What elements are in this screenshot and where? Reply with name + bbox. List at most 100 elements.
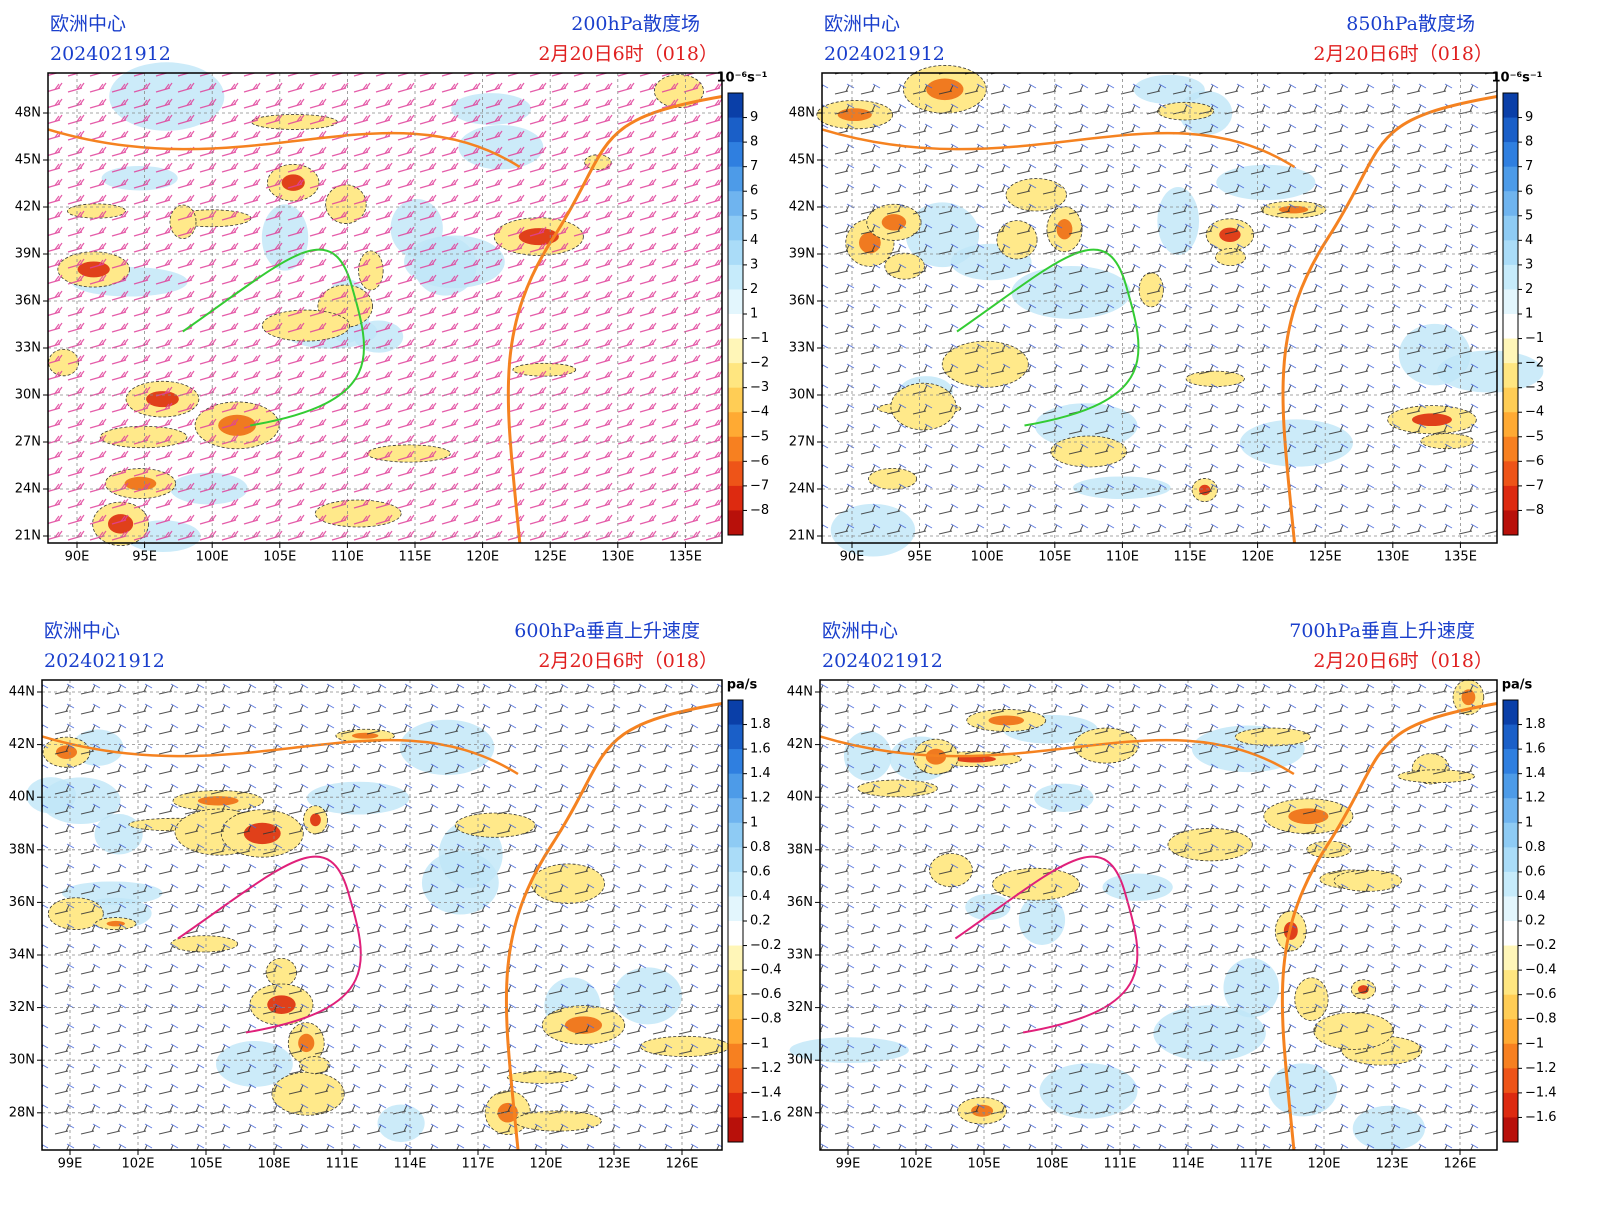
colorbar-segment — [728, 485, 743, 511]
x-tick-label: 120E — [529, 1157, 562, 1172]
colorbar-label: 0.6 — [1525, 864, 1546, 879]
map-frame — [41, 679, 723, 1151]
colorbar-label: 1.8 — [1525, 717, 1546, 732]
colorbar-segment — [728, 215, 743, 241]
colorbar-label: −1 — [1525, 1036, 1544, 1051]
colorbar-segment — [1503, 363, 1518, 389]
colorbar-segment — [728, 510, 743, 536]
colorbar-label: −0.2 — [1525, 938, 1557, 953]
y-tick-label: 40N — [9, 790, 35, 805]
colorbar-segment — [728, 387, 743, 413]
y-tick-label: 39N — [789, 247, 815, 262]
y-tick-label: 30N — [787, 1053, 813, 1068]
colorbar-segment — [728, 896, 743, 922]
colorbar-label: −3 — [750, 380, 769, 395]
colorbar-label: 1.6 — [750, 742, 771, 757]
coastline — [1280, 702, 1498, 1151]
colorbar-segment — [728, 314, 743, 340]
x-tick-label: 120E — [1241, 550, 1274, 565]
colorbar-label: 7 — [750, 159, 758, 174]
colorbar-segment — [1503, 387, 1518, 413]
x-tick-label: 99E — [836, 1157, 861, 1172]
colorbar-segment — [1503, 510, 1518, 536]
colorbar-segment — [1503, 1068, 1518, 1094]
colorbar-label: 8 — [750, 135, 758, 150]
x-tick-label: 135E — [669, 550, 702, 565]
colorbar-segment — [1503, 1019, 1518, 1045]
colorbar-segment — [1503, 1092, 1518, 1118]
colorbar-label: −1.2 — [750, 1061, 782, 1076]
source-label: 欧洲中心 — [50, 13, 126, 35]
colorbar-label: −1.4 — [1525, 1085, 1557, 1100]
region-line — [177, 855, 362, 1034]
x-tick-label: 102E — [121, 1157, 154, 1172]
x-tick-label: 110E — [331, 550, 364, 565]
colorbar-segment — [1503, 142, 1518, 168]
y-tick-label: 48N — [789, 106, 815, 121]
colorbar-label: 0.2 — [750, 914, 771, 929]
map-frame — [821, 72, 1498, 544]
coastline — [504, 702, 723, 1151]
x-tick-label: 130E — [601, 550, 634, 565]
valid-time: 2月20日6时（018） — [1313, 650, 1493, 672]
colorbar-segment — [728, 1068, 743, 1094]
y-tick-label: 42N — [789, 200, 815, 215]
field-title: 600hPa垂直上升速度 — [514, 620, 700, 642]
y-tick-label: 39N — [15, 247, 41, 262]
colorbar-label: −1.4 — [750, 1085, 782, 1100]
y-tick-label: 33N — [789, 341, 815, 356]
y-tick-label: 45N — [789, 153, 815, 168]
colorbar-label: 1.4 — [1525, 766, 1546, 781]
colorbar-label: 3 — [1525, 257, 1533, 272]
map-frame — [47, 72, 723, 544]
colorbar-label: 5 — [750, 208, 758, 223]
colorbar-segment — [1503, 847, 1518, 873]
colorbar-label: −8 — [1525, 503, 1544, 518]
valid-time: 2月20日6时（018） — [1313, 43, 1493, 65]
colorbar-label: 1.2 — [750, 791, 771, 806]
colorbar-label: −3 — [1525, 380, 1544, 395]
colorbar-label: 1 — [750, 307, 758, 322]
y-tick-label: 42N — [15, 200, 41, 215]
x-tick-label: 115E — [398, 550, 431, 565]
colorbar-segment — [1503, 970, 1518, 996]
colorbar-label: 1.8 — [750, 717, 771, 732]
colorbar-label: 8 — [1525, 135, 1533, 150]
colorbar-segment — [1503, 436, 1518, 462]
valid-time: 2月20日6时（018） — [538, 650, 718, 672]
x-tick-label: 120E — [466, 550, 499, 565]
map-panel: 欧洲中心 2024021912 700hPa垂直上升速度 2月20日6时（018） 99… — [787, 620, 1557, 1172]
y-tick-label: 38N — [787, 842, 813, 857]
colorbar-segment — [728, 773, 743, 799]
map-panel: 欧洲中心 2024021912 600hPa垂直上升速度 2月20日6时（018） 99… — [9, 620, 782, 1172]
source-label: 欧洲中心 — [824, 13, 900, 35]
y-tick-label: 36N — [787, 895, 813, 910]
colorbar-segment — [728, 724, 743, 750]
colorbar-segment — [728, 1117, 743, 1143]
colorbar-segment — [1503, 314, 1518, 340]
x-tick-label: 111E — [325, 1157, 358, 1172]
colorbar-label: 0.8 — [1525, 840, 1546, 855]
colorbar-label: −4 — [750, 405, 769, 420]
colorbar-label: 0.8 — [750, 840, 771, 855]
y-tick-label: 27N — [789, 435, 815, 450]
colorbar-segment — [1503, 461, 1518, 487]
colorbar-segment — [1503, 117, 1518, 143]
colorbar-label: 4 — [1525, 233, 1533, 248]
y-tick-label: 42N — [9, 737, 35, 752]
init-time: 2024021912 — [824, 43, 945, 65]
region-line — [956, 248, 1140, 427]
colorbar-label: 1.2 — [1525, 791, 1546, 806]
x-tick-label: 108E — [257, 1157, 290, 1172]
colorbar-label: 3 — [750, 257, 758, 272]
x-tick-label: 105E — [189, 1157, 222, 1172]
colorbar-segment — [1503, 485, 1518, 511]
y-tick-label: 33N — [15, 341, 41, 356]
coastline — [1281, 95, 1498, 544]
colorbar-label: 0.2 — [1525, 914, 1546, 929]
colorbar-label: −2 — [750, 356, 769, 371]
colorbar-segment — [728, 1092, 743, 1118]
source-label: 欧洲中心 — [44, 620, 120, 642]
colorbar-segment — [728, 798, 743, 824]
valid-time: 2月20日6时（018） — [538, 43, 718, 65]
